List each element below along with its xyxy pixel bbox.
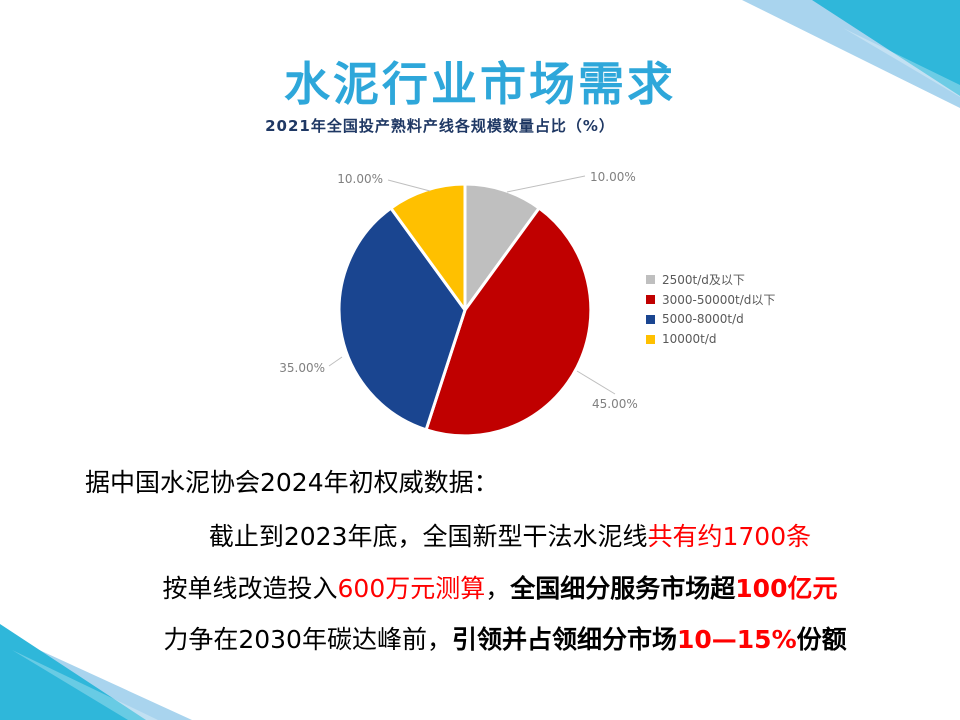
chart-title: 2021年全国投产熟料产线各规模数量占比（%） — [265, 117, 615, 135]
body-line-1: 据中国水泥协会2024年初权威数据： — [85, 468, 499, 497]
percent-label: 10.00% — [337, 172, 383, 186]
legend-marker — [646, 334, 655, 344]
legend-marker — [646, 314, 655, 324]
legend-label: 5000-8000t/d — [662, 312, 744, 326]
percent-label: 10.00% — [590, 170, 636, 184]
body-line-3: 按单线改造投入600万元测算，全国细分服务市场超100亿元 — [40, 572, 960, 606]
pie-chart-svg: 10.00% 45.00% 35.00% 10.00% — [279, 170, 638, 438]
text-segment: 按单线改造投入 — [162, 574, 338, 603]
pie-slice-2 — [424, 206, 593, 438]
leader-line — [506, 175, 586, 193]
text-segment: 截止到2023年底，全国新型干法水泥线 — [208, 522, 648, 551]
leader-line — [576, 370, 616, 395]
text-segment: 10—15% — [676, 625, 797, 654]
percent-label: 35.00% — [279, 361, 325, 375]
text-segment: 600万元测算 — [337, 574, 486, 603]
text-segment: 100亿元 — [735, 574, 838, 603]
legend-item: 3000-50000t/d以下 — [646, 289, 775, 309]
deco-triangle-bottom-left-highlight — [12, 650, 158, 720]
leader-line — [387, 179, 431, 192]
pie-slice-1 — [463, 182, 541, 312]
legend-label: 3000-50000t/d以下 — [662, 292, 776, 307]
legend-label: 2500t/d及以下 — [662, 272, 745, 287]
body-line-4: 力争在2030年碳达峰前，引领并占领细分市场10—15%份额 — [50, 623, 960, 657]
text-segment: 共有约1700条 — [647, 522, 812, 551]
text-segment: 份额 — [796, 625, 847, 654]
legend-item: 10000t/d — [646, 329, 775, 349]
legend-label: 10000t/d — [662, 332, 717, 346]
leader-line — [328, 356, 343, 367]
legend-item: 2500t/d及以下 — [646, 269, 775, 289]
text-segment: 引领并占领细分市场 — [451, 625, 677, 654]
text-segment: 全国细分服务市场超 — [510, 574, 736, 603]
chart-legend: 2500t/d及以下 3000-50000t/d以下 5000-8000t/d 100… — [646, 269, 775, 349]
legend-item: 5000-8000t/d — [646, 309, 775, 329]
body-line-2: 截止到2023年底，全国新型干法水泥线共有约1700条 — [60, 520, 960, 554]
text-segment: ， — [485, 574, 511, 603]
text-segment: 力争在2030年碳达峰前， — [163, 625, 452, 654]
pie-slice-3 — [337, 206, 467, 432]
slide-title: 水泥行业市场需求 — [284, 57, 676, 111]
percent-label: 45.00% — [592, 397, 638, 411]
legend-marker — [646, 294, 655, 304]
legend-marker — [646, 274, 655, 284]
